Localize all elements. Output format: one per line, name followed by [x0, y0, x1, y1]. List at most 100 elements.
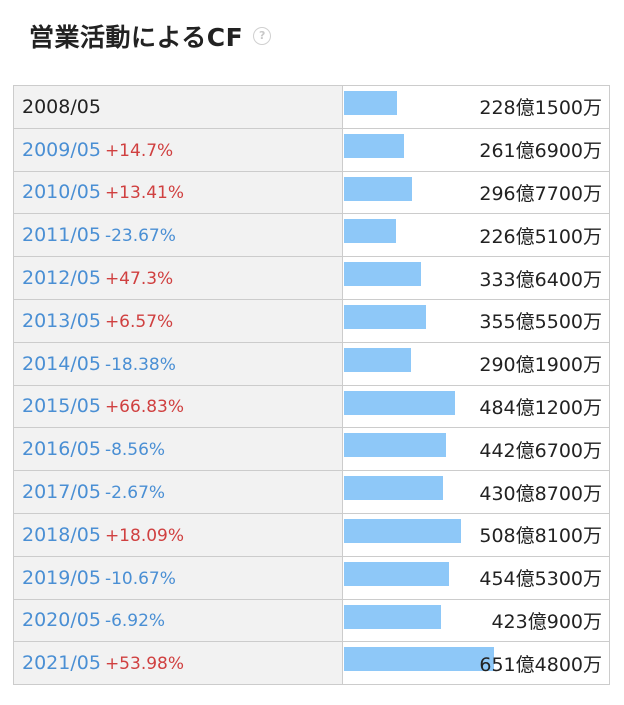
- value-cell: 333億6400万: [342, 256, 610, 300]
- value-bar: [344, 390, 456, 415]
- change-percent: -8.56%: [104, 440, 166, 461]
- value-cell: 454億5300万: [342, 555, 610, 600]
- amount-label: 355億5500万: [479, 311, 602, 334]
- amount-label: 423億900万: [491, 610, 602, 633]
- year-cell: 2017/05 -2.67%: [13, 470, 343, 514]
- table-row: 2019/05 -10.67% 454億5300万: [13, 555, 610, 600]
- year-label: 2008/05: [22, 95, 101, 118]
- value-bar: [344, 347, 411, 372]
- change-percent: -10.67%: [104, 568, 176, 589]
- year-cell: 2013/05 +6.57%: [13, 298, 343, 343]
- value-bar: [344, 262, 421, 287]
- value-bar: [344, 561, 449, 586]
- value-cell: 355億5500万: [342, 298, 610, 343]
- amount-label: 508億8100万: [479, 525, 602, 548]
- year-cell: 2011/05 -23.67%: [13, 213, 343, 258]
- table-row: 2015/05 +66.83% 484億1200万: [13, 384, 610, 429]
- year-label[interactable]: 2011/05: [22, 224, 101, 247]
- value-cell: 290億1900万: [342, 341, 610, 386]
- year-cell: 2021/05 +53.98%: [13, 641, 343, 686]
- year-cell: 2016/05 -8.56%: [13, 427, 343, 472]
- value-cell: 228億1500万: [342, 85, 610, 129]
- year-label[interactable]: 2021/05: [22, 652, 101, 675]
- change-percent: +14.7%: [104, 140, 174, 161]
- value-bar: [344, 176, 413, 201]
- year-label[interactable]: 2017/05: [22, 481, 101, 504]
- table-row: 2017/05 -2.67% 430億8700万: [13, 470, 610, 514]
- change-percent: +13.41%: [104, 183, 185, 204]
- value-bar: [344, 91, 397, 115]
- year-cell: 2018/05 +18.09%: [13, 512, 343, 557]
- table-row: 2021/05 +53.98% 651億4800万: [13, 641, 610, 686]
- table-row: 2009/05 +14.7% 261億6900万: [13, 127, 610, 172]
- value-cell: 423億900万: [342, 598, 610, 643]
- amount-label: 333億6400万: [479, 268, 602, 291]
- year-label[interactable]: 2014/05: [22, 352, 101, 375]
- table-row: 2012/05 +47.3% 333億6400万: [13, 256, 610, 300]
- year-cell: 2015/05 +66.83%: [13, 384, 343, 429]
- value-bar: [344, 647, 494, 672]
- year-label[interactable]: 2009/05: [22, 138, 101, 161]
- year-cell: 2019/05 -10.67%: [13, 555, 343, 600]
- year-label[interactable]: 2012/05: [22, 267, 101, 290]
- amount-label: 442億6700万: [479, 439, 602, 462]
- value-cell: 508億8100万: [342, 512, 610, 557]
- chart-title: 営業活動によるCF: [29, 23, 244, 52]
- table-row: 2014/05 -18.38% 290億1900万: [13, 341, 610, 386]
- value-bar: [344, 433, 446, 458]
- year-cell: 2020/05 -6.92%: [13, 598, 343, 643]
- chart-title-area: 営業活動によるCF ?: [29, 14, 272, 58]
- amount-label: 484億1200万: [479, 396, 602, 419]
- year-label[interactable]: 2019/05: [22, 566, 101, 589]
- value-cell: 226億5100万: [342, 213, 610, 258]
- table-row: 2010/05 +13.41% 296億7700万: [13, 170, 610, 215]
- amount-label: 454億5300万: [479, 568, 602, 591]
- year-label[interactable]: 2015/05: [22, 395, 101, 418]
- table-row: 2011/05 -23.67% 226億5100万: [13, 213, 610, 258]
- year-label[interactable]: 2010/05: [22, 181, 101, 204]
- value-cell: 651億4800万: [342, 641, 610, 686]
- help-icon[interactable]: ?: [253, 27, 272, 45]
- change-percent: +66.83%: [104, 397, 185, 418]
- year-label[interactable]: 2020/05: [22, 609, 101, 632]
- value-bar: [344, 133, 405, 158]
- cf-table-body: 2008/05 228億1500万 2009/05 +14.7% 261億6900万 20…: [13, 85, 610, 686]
- value-bar: [344, 304, 426, 329]
- year-cell: 2012/05 +47.3%: [13, 256, 343, 300]
- value-bar: [344, 476, 444, 501]
- amount-label: 430億8700万: [479, 482, 602, 505]
- value-bar: [344, 219, 397, 244]
- change-percent: -18.38%: [104, 354, 176, 375]
- value-cell: 442億6700万: [342, 427, 610, 472]
- table-row: 2016/05 -8.56% 442億6700万: [13, 427, 610, 472]
- change-percent: -2.67%: [104, 483, 166, 504]
- year-label[interactable]: 2016/05: [22, 438, 101, 461]
- change-percent: -6.92%: [104, 611, 166, 632]
- value-cell: 430億8700万: [342, 470, 610, 514]
- year-label[interactable]: 2018/05: [22, 523, 101, 546]
- amount-label: 226億5100万: [479, 225, 602, 248]
- amount-label: 261億6900万: [479, 140, 602, 163]
- amount-label: 296億7700万: [479, 182, 602, 205]
- change-percent: +18.09%: [104, 525, 185, 546]
- year-cell: 2009/05 +14.7%: [13, 127, 343, 172]
- value-bar: [344, 518, 462, 543]
- table-row: 2020/05 -6.92% 423億900万: [13, 598, 610, 643]
- table-row: 2008/05 228億1500万: [13, 85, 610, 129]
- amount-label: 651億4800万: [479, 653, 602, 676]
- year-cell: 2010/05 +13.41%: [13, 170, 343, 215]
- table-row: 2013/05 +6.57% 355億5500万: [13, 298, 610, 343]
- value-bar: [344, 604, 442, 629]
- table-row: 2018/05 +18.09% 508億8100万: [13, 512, 610, 557]
- value-cell: 484億1200万: [342, 384, 610, 429]
- cf-table: 2008/05 228億1500万 2009/05 +14.7% 261億6900万 20…: [13, 85, 610, 686]
- change-percent: +47.3%: [104, 269, 174, 290]
- value-cell: 296億7700万: [342, 170, 610, 215]
- amount-label: 290億1900万: [479, 354, 602, 377]
- value-cell: 261億6900万: [342, 127, 610, 172]
- change-percent: -23.67%: [104, 226, 176, 247]
- year-cell: 2014/05 -18.38%: [13, 341, 343, 386]
- amount-label: 228億1500万: [479, 97, 602, 120]
- change-percent: +53.98%: [104, 654, 185, 675]
- year-label[interactable]: 2013/05: [22, 309, 101, 332]
